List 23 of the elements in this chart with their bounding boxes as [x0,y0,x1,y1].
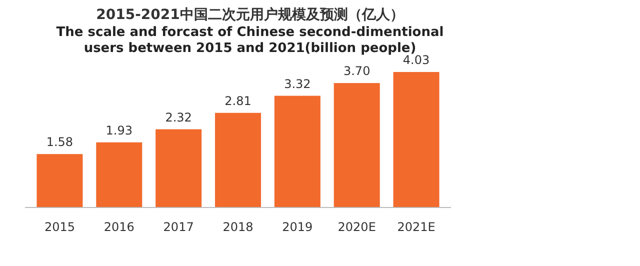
data-label: 3.32 [284,76,311,91]
x-tick-label: 2017 [163,220,194,234]
x-tick-label: 2021E [397,220,436,234]
bar [393,72,440,207]
bar [215,112,261,207]
bar [96,142,142,207]
data-label: 2.81 [224,94,252,108]
x-tick-label: 2019 [282,220,313,234]
data-label: 3.70 [344,64,370,78]
data-label: 4.03 [402,53,430,67]
bar [274,96,320,207]
bar [334,83,380,207]
data-label: 1.93 [106,123,132,138]
x-tick-label: 2018 [222,220,254,234]
chart-subtitle: The scale and forcast of Chinese second-dimentional users between 2015 and 2021(billion people) [56,25,444,56]
x-tick-label: 2016 [104,220,134,234]
bar [36,154,83,207]
bar [156,129,202,207]
data-label: 1.58 [46,135,74,150]
x-tick-label: 2020E [338,220,376,234]
data-label: 2.32 [165,110,192,124]
chart-title: 2015-2021中国二次元用户规模及预测（亿人） [96,6,404,23]
x-tick-label: 2015 [44,220,75,234]
